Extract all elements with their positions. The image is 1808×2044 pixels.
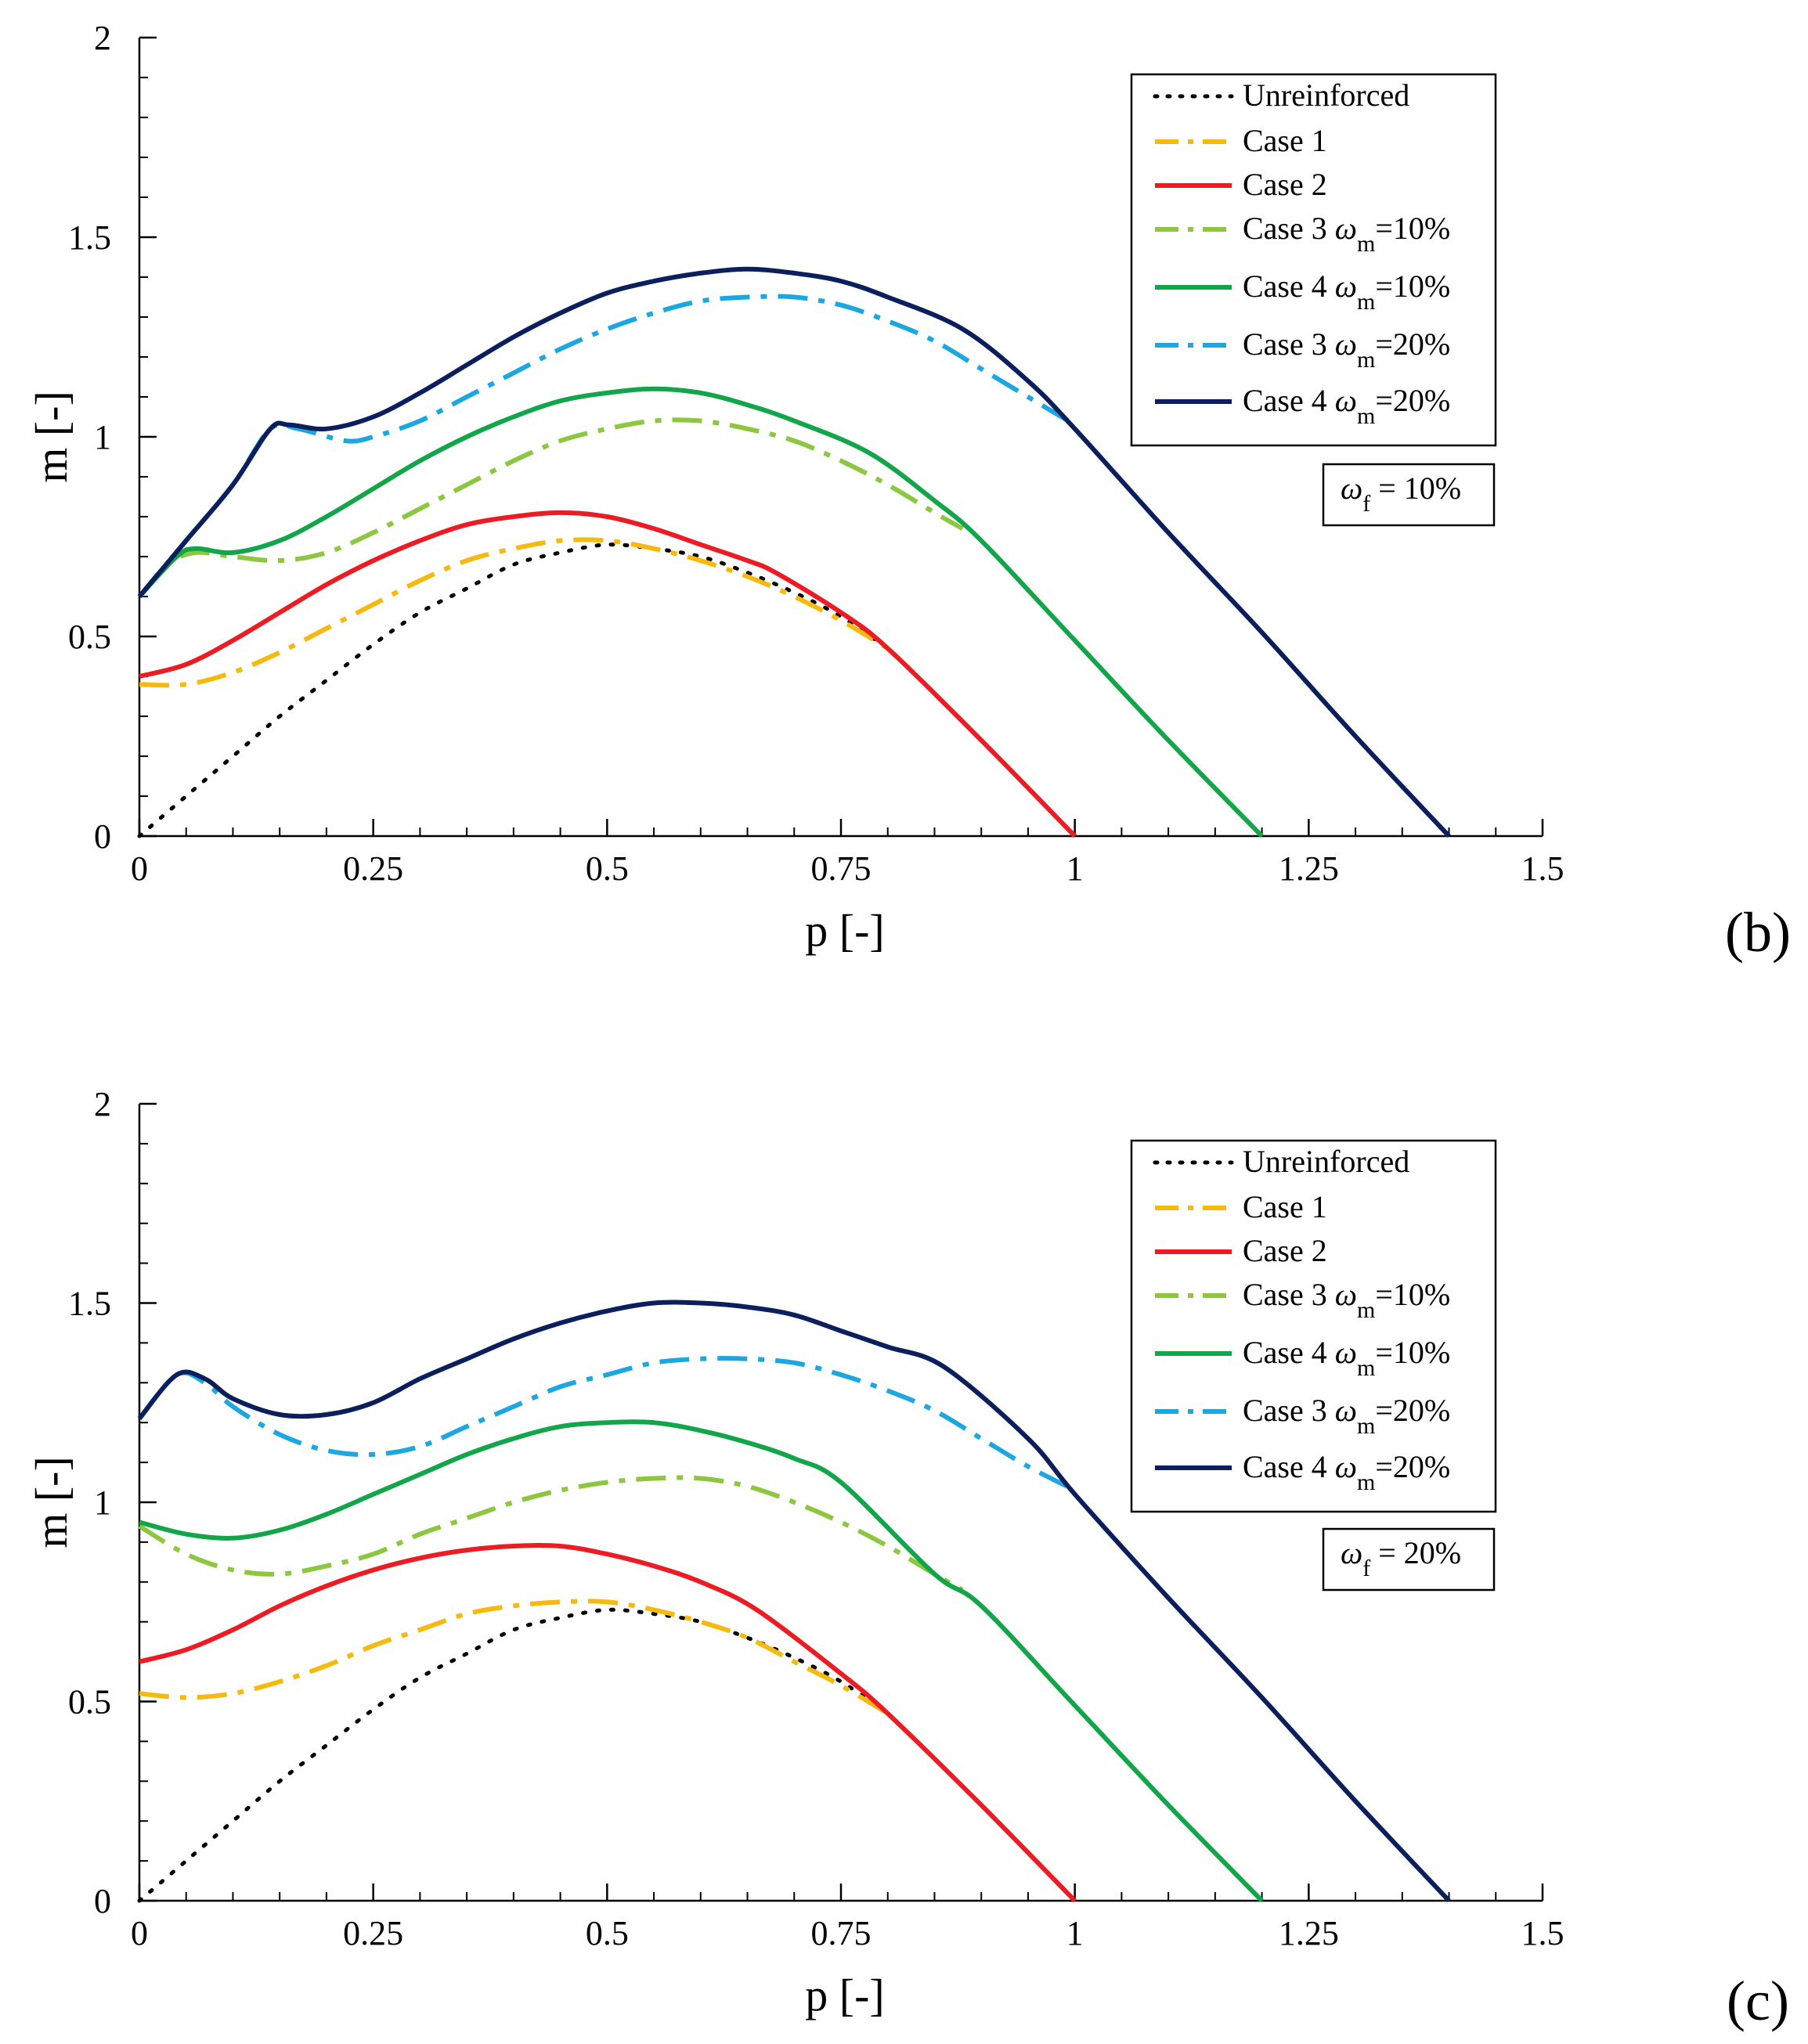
legend-label: Case 4 ωm=10% bbox=[1243, 1335, 1450, 1381]
series-line bbox=[139, 1543, 1077, 1903]
x-tick-label: 0.25 bbox=[343, 1914, 403, 1952]
chart-panel-c: 0 0.25 0.5 0.75 1 1.25 1.5 0 0.5 1 1.5 2 p [-] m [-] U… bbox=[26, 1085, 1789, 2032]
legend-label: Case 1 bbox=[1243, 123, 1327, 158]
y-tick-label: 0.5 bbox=[68, 1683, 111, 1721]
y-axis-title: m [-] bbox=[26, 1456, 77, 1548]
x-tick-label: 1.5 bbox=[1521, 1914, 1564, 1952]
x-tick-label: 0.5 bbox=[586, 1914, 629, 1952]
series-line bbox=[137, 266, 1451, 838]
legend-label: Case 3 ωm=20% bbox=[1243, 1393, 1450, 1439]
annotation-label: ωf = 20% bbox=[1341, 1535, 1461, 1581]
legend-label: Case 2 bbox=[1243, 1233, 1327, 1268]
legend-box bbox=[1130, 73, 1497, 447]
annotation-label: ωf = 10% bbox=[1341, 470, 1461, 517]
series-line bbox=[137, 543, 890, 838]
series-line bbox=[139, 537, 890, 688]
series-line bbox=[137, 294, 1077, 598]
legend-box bbox=[1130, 1139, 1497, 1513]
y-tick-label: 1 bbox=[94, 418, 111, 456]
legend-label: Case 1 bbox=[1243, 1189, 1327, 1224]
legend-label: Case 3 ωm=20% bbox=[1243, 326, 1450, 373]
y-tick-label: 1 bbox=[94, 1483, 111, 1522]
y-tick-label: 2 bbox=[94, 19, 111, 57]
x-tick-label: 0 bbox=[131, 849, 148, 888]
chart-panel-b: 0 0.25 0.5 0.75 1 1.25 1.5 0 0.5 1 1.5 2 p [-] m [-] U… bbox=[26, 19, 1791, 964]
annotation-box bbox=[1322, 1527, 1496, 1592]
y-tick-label: 2 bbox=[94, 1085, 111, 1123]
series-line bbox=[137, 386, 1264, 838]
x-tick-label: 0.75 bbox=[811, 1914, 872, 1952]
series-line bbox=[137, 1300, 1451, 1903]
y-tick-label: 0 bbox=[94, 817, 111, 856]
series-line bbox=[139, 1599, 890, 1716]
x-tick-label: 1 bbox=[1066, 1914, 1084, 1952]
y-axis-title: m [-] bbox=[26, 391, 77, 483]
x-tick-label: 0.75 bbox=[811, 849, 872, 888]
y-tick-label: 0 bbox=[94, 1882, 111, 1920]
series-line bbox=[139, 1419, 1264, 1903]
x-tick-label: 1.5 bbox=[1521, 849, 1564, 888]
legend-label: Case 4 ωm=10% bbox=[1243, 269, 1450, 315]
x-tick-label: 1 bbox=[1066, 849, 1084, 888]
x-tick-label: 0.25 bbox=[343, 849, 403, 888]
x-tick-label: 0 bbox=[131, 1914, 148, 1952]
x-tick-label: 0.5 bbox=[586, 849, 629, 888]
legend-label: Case 2 bbox=[1243, 167, 1327, 202]
x-tick-label: 1.25 bbox=[1279, 1914, 1339, 1952]
legend-label: Case 3 ωm=10% bbox=[1243, 1277, 1450, 1323]
panel-label: (b) bbox=[1725, 901, 1791, 964]
legend-label: Case 4 ωm=20% bbox=[1243, 383, 1450, 429]
panel-label: (c) bbox=[1727, 1970, 1789, 2032]
y-tick-label: 1.5 bbox=[68, 1285, 111, 1323]
x-axis-title: p [-] bbox=[805, 905, 884, 956]
x-axis-title: p [-] bbox=[805, 1970, 884, 2021]
y-tick-label: 0.5 bbox=[68, 618, 111, 656]
series-line bbox=[137, 417, 964, 598]
legend-label: Case 3 ωm=10% bbox=[1243, 211, 1450, 257]
legend-label: Unreinforced bbox=[1243, 78, 1409, 113]
legend-label: Unreinforced bbox=[1243, 1144, 1409, 1179]
annotation-box bbox=[1322, 463, 1496, 527]
series-line bbox=[139, 510, 1077, 838]
legend-label: Case 4 ωm=20% bbox=[1243, 1449, 1450, 1495]
y-tick-label: 1.5 bbox=[68, 218, 111, 257]
x-tick-label: 1.25 bbox=[1279, 849, 1339, 888]
